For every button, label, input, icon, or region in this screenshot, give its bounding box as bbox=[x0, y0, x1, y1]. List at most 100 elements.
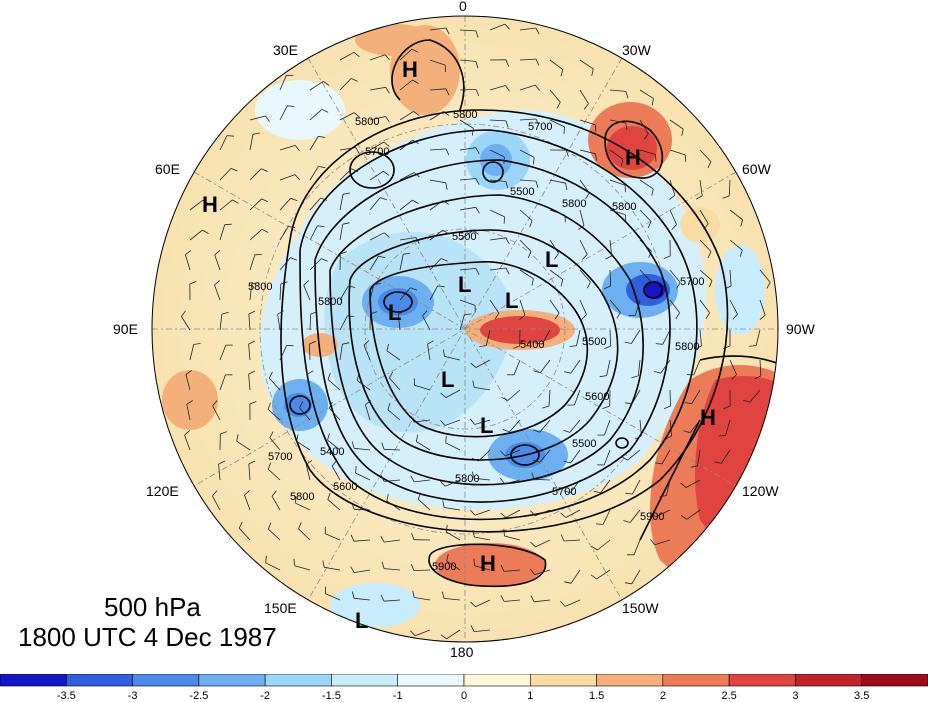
wind-barb-staff bbox=[429, 258, 442, 271]
wind-barb-staff bbox=[459, 29, 477, 32]
wind-barb-staff bbox=[606, 359, 611, 376]
wind-barb-flag bbox=[695, 345, 702, 350]
wind-barb-staff bbox=[413, 569, 431, 571]
wind-barb-flag bbox=[442, 200, 450, 205]
wind-barb-flag bbox=[355, 147, 360, 154]
wind-barb-flag bbox=[475, 178, 480, 185]
meridian-label: 90W bbox=[786, 321, 816, 337]
wind-barb-flag bbox=[309, 340, 317, 345]
wind-barb-staff bbox=[444, 356, 461, 361]
wind-barb-staff bbox=[386, 500, 401, 511]
contour-label: 5700 bbox=[268, 451, 292, 463]
wind-barb-staff bbox=[369, 232, 385, 241]
wind-barb-staff bbox=[459, 119, 474, 129]
wind-barb-flag bbox=[267, 402, 271, 410]
wind-barb-staff bbox=[474, 536, 491, 541]
wind-barb-flag bbox=[464, 313, 472, 315]
wind-barb-flag bbox=[475, 147, 480, 154]
wind-barb-flag bbox=[331, 460, 337, 467]
wind-barb-flag bbox=[363, 340, 370, 346]
wind-barb-staff bbox=[669, 419, 673, 436]
wind-barb-staff bbox=[639, 149, 656, 155]
wind-barb-staff bbox=[189, 229, 203, 241]
wind-barb-staff bbox=[535, 539, 551, 548]
wind-barb-flag bbox=[443, 111, 450, 117]
wind-barb-staff bbox=[539, 359, 551, 373]
wind-barb-flag bbox=[628, 314, 636, 317]
colorbar-swatch bbox=[331, 674, 399, 687]
wind-barb-flag bbox=[389, 371, 394, 379]
wind-barb-staff bbox=[445, 479, 461, 487]
wind-barb-staff bbox=[339, 224, 344, 241]
wind-barb-staff bbox=[513, 359, 521, 375]
wind-barb-flag bbox=[185, 250, 192, 256]
wind-barb-staff bbox=[504, 599, 521, 602]
wind-barb-flag bbox=[723, 345, 731, 349]
wind-barb-flag bbox=[318, 135, 326, 138]
wind-barb-flag bbox=[347, 315, 355, 317]
wind-barb-staff bbox=[609, 89, 626, 92]
wind-barb-staff bbox=[489, 237, 506, 241]
wind-barb-staff bbox=[504, 569, 521, 572]
wind-barb-staff bbox=[339, 168, 352, 181]
wind-barb-staff bbox=[759, 299, 766, 316]
contour-label: 5900 bbox=[432, 561, 456, 573]
colorbar-label: 3 bbox=[792, 690, 799, 702]
wind-barb-staff bbox=[489, 119, 507, 122]
wind-barb-staff bbox=[249, 115, 266, 121]
wind-barb-staff bbox=[309, 225, 318, 241]
wind-barb-staff bbox=[635, 299, 641, 316]
wind-barb-flag bbox=[470, 601, 476, 607]
wind-barb-staff bbox=[549, 299, 560, 314]
wind-barb-flag bbox=[663, 255, 671, 259]
wind-barb-flag bbox=[739, 250, 743, 257]
colorbar-label: -1.5 bbox=[321, 690, 341, 702]
wind-barb-flag bbox=[560, 279, 564, 287]
wind-barb-staff bbox=[189, 199, 203, 211]
wind-barb-flag bbox=[327, 492, 331, 500]
wind-barb-staff bbox=[429, 27, 446, 31]
wind-barb-staff bbox=[519, 84, 536, 91]
wind-barb-flag bbox=[356, 373, 360, 381]
wind-barb-staff bbox=[429, 88, 447, 91]
wind-barb-flag bbox=[381, 561, 385, 569]
wind-barb-flag bbox=[226, 135, 235, 137]
wind-barb-staff bbox=[212, 405, 221, 421]
wind-barb-flag bbox=[722, 195, 730, 199]
wind-barb-flag bbox=[340, 251, 347, 255]
wind-barb-staff bbox=[478, 449, 491, 462]
wind-barb-flag bbox=[560, 534, 565, 542]
wind-barb-flag bbox=[583, 103, 589, 110]
wind-barb-staff bbox=[429, 59, 446, 66]
wind-barb-flag bbox=[470, 418, 476, 425]
wind-barb-flag bbox=[742, 399, 750, 403]
colorbar-swatch bbox=[529, 674, 597, 687]
wind-barb-flag bbox=[323, 80, 330, 86]
wind-barb-staff bbox=[356, 380, 371, 391]
wind-barb-flag bbox=[310, 311, 318, 315]
wind-barb-flag bbox=[403, 252, 411, 255]
wind-barb-staff bbox=[609, 299, 621, 313]
wind-barb-staff bbox=[685, 479, 701, 488]
wind-barb-staff bbox=[414, 597, 431, 601]
wind-barb-staff bbox=[429, 111, 444, 121]
meridian-label: 150E bbox=[264, 600, 297, 616]
wind-barb-staff bbox=[474, 565, 491, 571]
wind-barb-flag bbox=[505, 267, 510, 275]
wind-barb-staff bbox=[309, 109, 323, 121]
wind-barb-flag bbox=[212, 400, 218, 407]
wind-barb-staff bbox=[459, 206, 476, 211]
wind-barb-staff bbox=[639, 269, 652, 282]
wind-barb-flag bbox=[625, 492, 633, 495]
wind-barb-flag bbox=[749, 345, 757, 347]
wind-barb-staff bbox=[534, 509, 551, 517]
wind-barb-flag bbox=[586, 281, 591, 289]
wind-barb-flag bbox=[410, 564, 415, 571]
wind-barb-staff bbox=[399, 48, 413, 61]
wind-barb-staff bbox=[399, 139, 413, 151]
wind-barb-flag bbox=[596, 523, 604, 525]
wind-barbs bbox=[181, 23, 771, 640]
colorbar-label: -2.5 bbox=[189, 690, 209, 702]
wind-barb-staff bbox=[697, 449, 701, 466]
meridian-label: 90E bbox=[113, 321, 138, 337]
